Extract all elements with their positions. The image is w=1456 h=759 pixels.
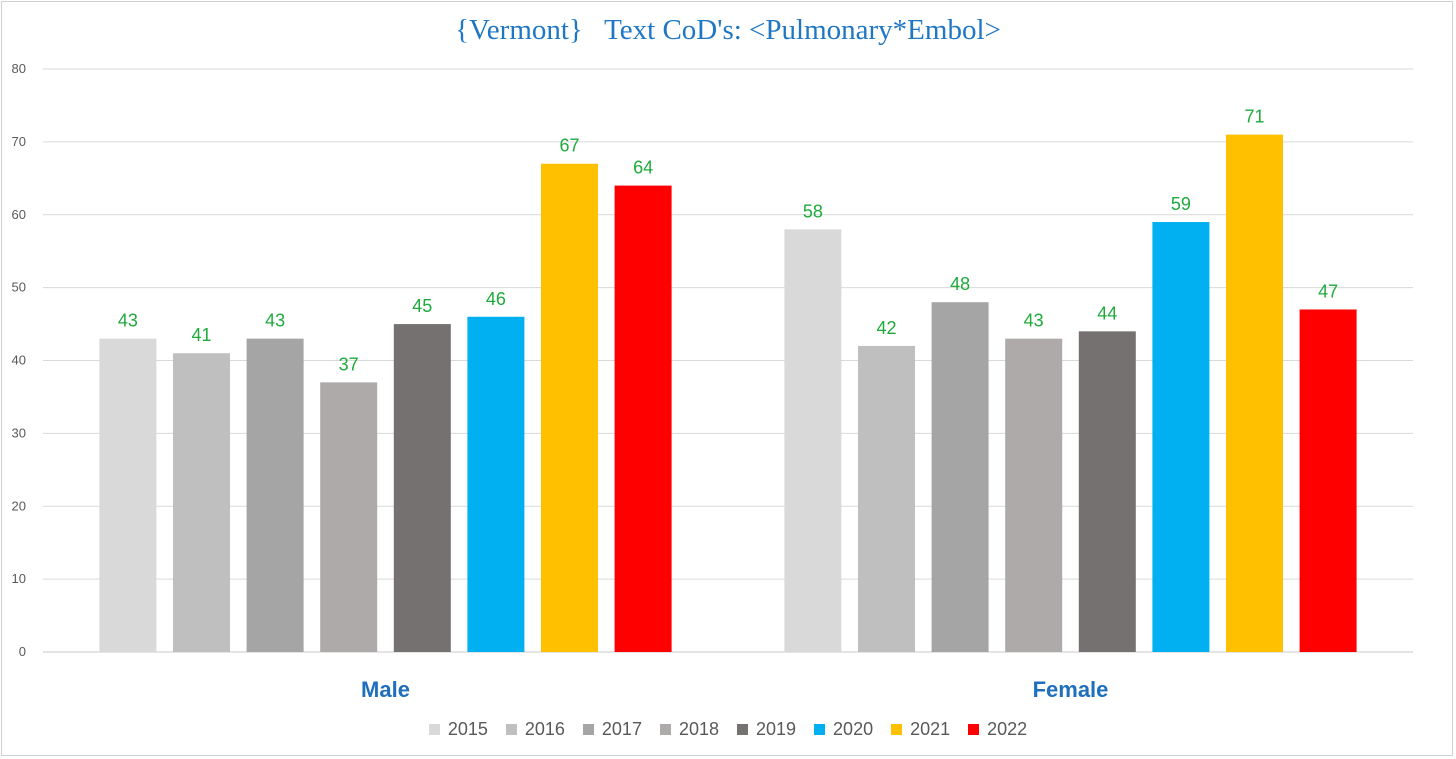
bar-female-2020 xyxy=(1152,222,1210,652)
legend-label: 2019 xyxy=(756,719,797,739)
legend-swatch xyxy=(505,724,517,735)
legend-item-2022: 2022 xyxy=(968,719,1027,740)
data-label-male-2016: 41 xyxy=(191,325,211,345)
legend-label: 2021 xyxy=(910,719,951,739)
legend-item-2019: 2019 xyxy=(737,719,796,740)
legend-swatch xyxy=(891,724,903,735)
data-label-male-2015: 43 xyxy=(118,311,138,331)
chart-title: {Vermont} Text CoD's: <Pulmonary*Embol> xyxy=(455,14,1001,46)
bar-male-2016 xyxy=(173,353,230,652)
legend-swatch xyxy=(737,724,748,735)
legend-item-2017: 2017 xyxy=(582,719,642,740)
legend-swatch xyxy=(659,724,671,735)
bar-female-2015 xyxy=(784,229,842,652)
legend-label: 2016 xyxy=(524,719,565,739)
bar-female-2021 xyxy=(1226,134,1283,652)
y-tick-label: 10 xyxy=(12,571,26,586)
category-label-female: Female xyxy=(1033,677,1109,702)
legend-item-2021: 2021 xyxy=(891,719,950,740)
legend-label: 2017 xyxy=(601,719,642,739)
data-label-female-2019: 44 xyxy=(1097,303,1117,323)
bar-male-2017 xyxy=(246,338,304,652)
bar-male-2019 xyxy=(393,324,451,652)
y-tick-label: 40 xyxy=(12,353,26,368)
data-label-male-2019: 45 xyxy=(412,296,432,316)
y-tick-label: 70 xyxy=(12,134,26,149)
legend-label: 2018 xyxy=(678,719,719,739)
category-labels: Male Female xyxy=(361,677,1108,702)
legend-label: 2020 xyxy=(833,719,874,739)
data-label-female-2022: 47 xyxy=(1318,281,1338,301)
y-tick-label: 0 xyxy=(19,644,26,659)
legend-item-2020: 2020 xyxy=(814,719,873,740)
data-label-male-2021: 67 xyxy=(559,136,579,156)
data-label-female-2018: 43 xyxy=(1024,311,1044,331)
data-label-female-2021: 71 xyxy=(1244,107,1264,127)
y-tick-label: 20 xyxy=(12,498,26,513)
bar-female-2017 xyxy=(931,302,989,652)
bar-female-2019 xyxy=(1078,331,1136,652)
data-label-female-2020: 59 xyxy=(1171,194,1191,214)
y-axis-ticks: 0 10 20 30 40 50 60 70 80 xyxy=(12,61,26,659)
bar-male-2021 xyxy=(541,163,598,653)
bar-male-2022 xyxy=(614,185,672,652)
data-labels: 43 41 43 37 45 46 67 64 58 42 48 43 44 59 71 47 xyxy=(118,107,1338,375)
legend: 2015 2016 2017 2018 2019 2020 2021 2022 xyxy=(0,719,1456,740)
data-label-male-2022: 64 xyxy=(633,158,653,178)
legend-swatch xyxy=(814,724,826,735)
data-label-female-2017: 48 xyxy=(950,274,970,294)
legend-swatch xyxy=(428,724,440,735)
category-label-male: Male xyxy=(361,677,410,702)
legend-swatch xyxy=(582,724,594,735)
data-label-male-2018: 37 xyxy=(339,354,359,374)
bar-female-2018 xyxy=(1005,338,1063,652)
data-label-male-2020: 46 xyxy=(486,289,506,309)
legend-item-2015: 2015 xyxy=(428,719,488,740)
bars xyxy=(99,134,1357,653)
y-tick-label: 60 xyxy=(12,207,26,222)
legend-swatch xyxy=(968,724,980,735)
bar-male-2020 xyxy=(467,316,525,652)
bar-male-2015 xyxy=(99,338,157,652)
data-label-male-2017: 43 xyxy=(265,311,285,331)
bar-female-2022 xyxy=(1299,309,1357,652)
legend-item-2016: 2016 xyxy=(505,719,565,740)
legend-label: 2022 xyxy=(987,719,1028,739)
bar-female-2016 xyxy=(858,345,915,652)
y-tick-label: 30 xyxy=(12,425,26,440)
bar-male-2018 xyxy=(320,382,378,652)
y-tick-label: 50 xyxy=(12,280,26,295)
legend-item-2018: 2018 xyxy=(659,719,719,740)
legend-label: 2015 xyxy=(447,719,488,739)
data-label-female-2015: 58 xyxy=(803,201,823,221)
y-tick-label: 80 xyxy=(12,61,26,76)
data-label-female-2016: 42 xyxy=(876,318,896,338)
